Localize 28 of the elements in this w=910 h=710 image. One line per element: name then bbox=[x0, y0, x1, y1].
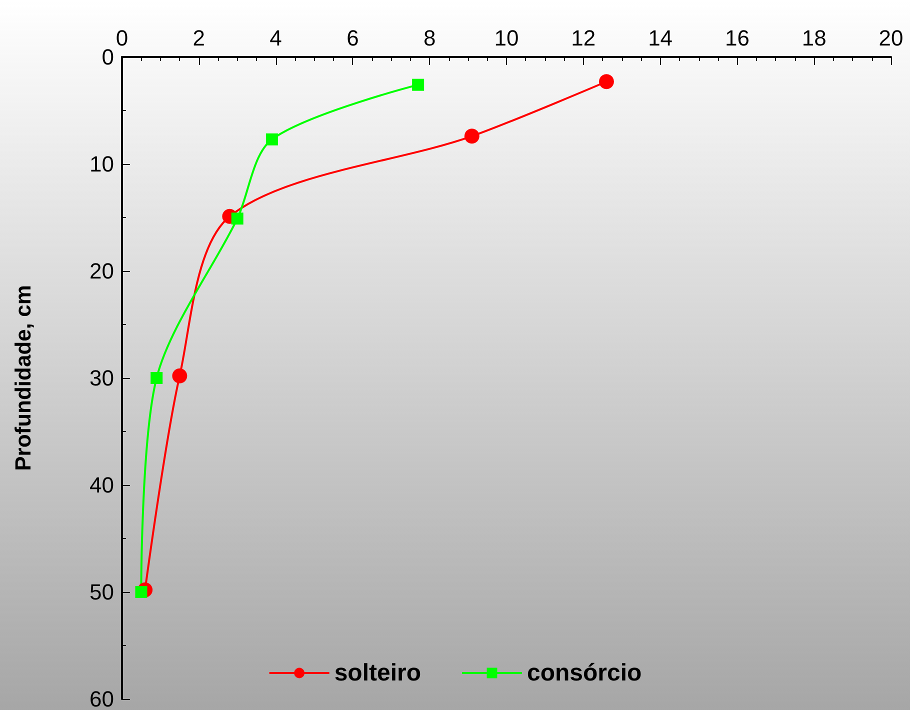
x-tick-label: 20 bbox=[878, 26, 904, 50]
legend-label: consórcio bbox=[526, 660, 642, 686]
x-tick-label: 16 bbox=[724, 26, 750, 50]
point bbox=[412, 78, 424, 91]
y-tick-label: 20 bbox=[90, 258, 114, 284]
y-tick-label: 60 bbox=[90, 686, 114, 710]
y-tick-label: 40 bbox=[90, 472, 114, 498]
x-tick-label: 6 bbox=[346, 26, 359, 50]
x-tick-label: 2 bbox=[192, 26, 206, 50]
point bbox=[464, 128, 480, 144]
x-tick-label: 12 bbox=[571, 26, 596, 50]
point bbox=[150, 372, 163, 384]
x-tick-label: 14 bbox=[648, 26, 673, 50]
y-tick-label: 30 bbox=[90, 366, 114, 390]
x-tick-label: 4 bbox=[270, 26, 282, 50]
y-tick-label: 50 bbox=[90, 580, 114, 604]
point bbox=[266, 133, 278, 146]
point bbox=[135, 586, 148, 598]
y-tick-label: 0 bbox=[102, 44, 114, 70]
y-axis-title: Profundidade, cm bbox=[10, 285, 36, 471]
x-tick-label: 8 bbox=[423, 26, 436, 50]
point bbox=[598, 74, 614, 90]
x-tick-label: 18 bbox=[802, 26, 826, 50]
point bbox=[172, 368, 188, 384]
y-tick-label: 10 bbox=[90, 152, 114, 176]
legend-label: solteiro bbox=[334, 660, 421, 686]
point bbox=[231, 212, 244, 225]
x-tick-label: 10 bbox=[494, 26, 519, 50]
